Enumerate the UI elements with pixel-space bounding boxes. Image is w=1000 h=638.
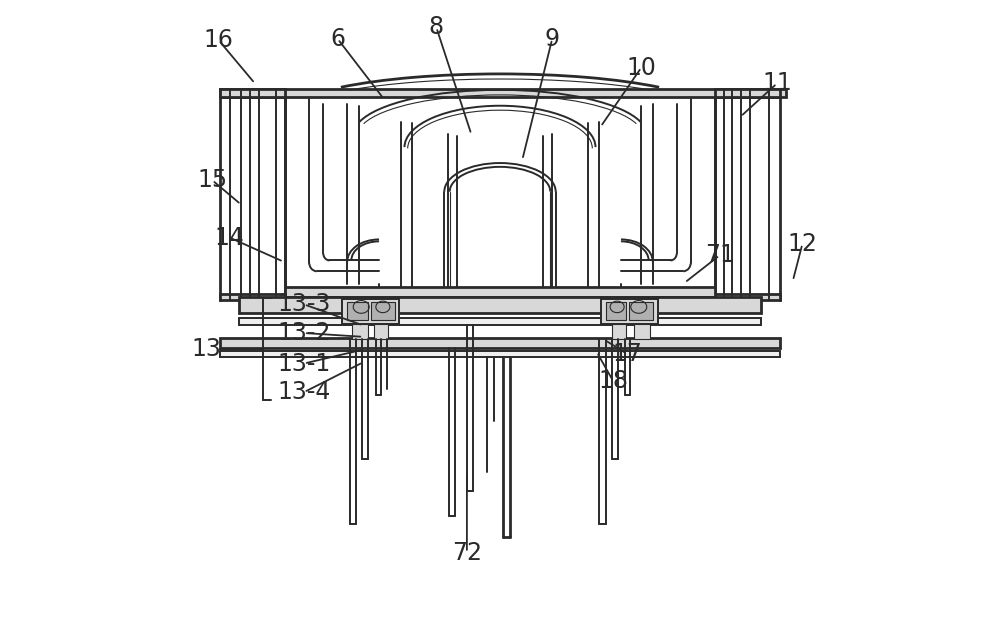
Text: 8: 8	[429, 15, 444, 40]
Text: 72: 72	[452, 540, 482, 565]
Bar	[220, 89, 285, 98]
Text: 14: 14	[215, 225, 244, 249]
Text: 13-3: 13-3	[277, 292, 331, 316]
Text: 13-2: 13-2	[277, 321, 331, 345]
Bar	[220, 351, 780, 357]
Bar	[239, 318, 761, 325]
Text: 18: 18	[598, 369, 628, 394]
Bar	[374, 324, 388, 339]
Text: 13: 13	[191, 337, 221, 361]
Text: 6: 6	[330, 27, 345, 51]
Polygon shape	[220, 89, 786, 98]
Bar	[342, 299, 399, 324]
Bar	[352, 324, 368, 339]
Text: 11: 11	[762, 71, 792, 96]
Text: 15: 15	[197, 168, 227, 192]
Text: 13-4: 13-4	[277, 380, 331, 404]
Bar	[606, 302, 626, 320]
Text: 71: 71	[705, 243, 735, 267]
Text: 10: 10	[626, 56, 656, 80]
Bar	[371, 302, 395, 320]
Bar	[612, 324, 626, 339]
Bar	[347, 302, 368, 320]
Text: 17: 17	[612, 342, 642, 366]
Bar	[220, 338, 780, 348]
Text: 9: 9	[545, 27, 560, 51]
Text: 12: 12	[787, 232, 817, 256]
Text: 16: 16	[204, 28, 234, 52]
Bar	[220, 293, 285, 300]
Text: 13-1: 13-1	[277, 352, 331, 376]
Bar	[601, 299, 658, 324]
Bar	[629, 302, 653, 320]
Bar	[285, 287, 715, 297]
Bar	[634, 324, 650, 339]
Bar	[715, 293, 780, 300]
Bar	[239, 297, 761, 313]
Bar	[715, 89, 780, 98]
